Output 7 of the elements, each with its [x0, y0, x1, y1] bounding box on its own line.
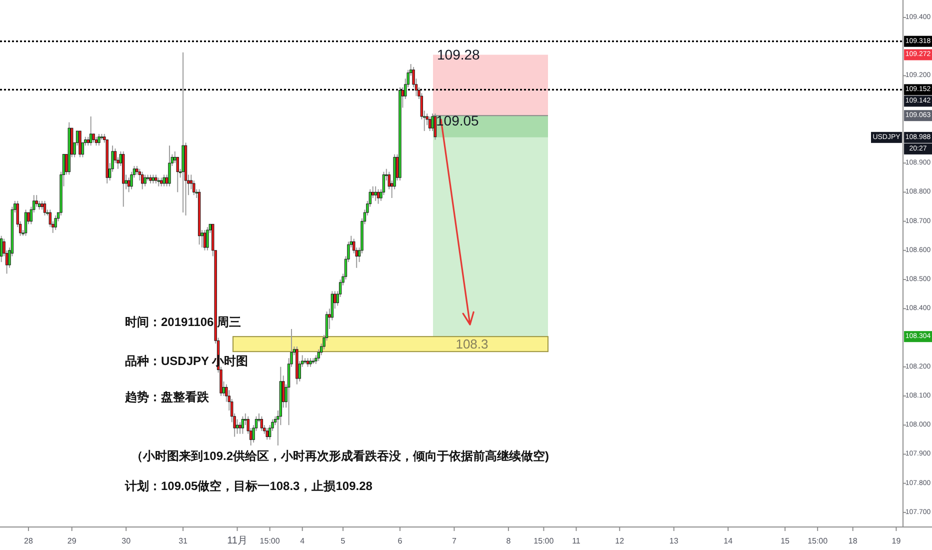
annotation: 109.05	[436, 112, 479, 129]
annotation: （小时图来到109.2供给区，小时再次形成看跌吞没，倾向于依据前高继续做空)	[131, 449, 550, 463]
annotation: 108.3	[456, 336, 488, 352]
annotation: 趋势：盘整看跌	[125, 390, 209, 404]
annotation: 时间：20191106 周三	[125, 315, 242, 329]
annotation: 109.28	[437, 46, 480, 63]
annotation: 计划：109.05做空，目标一108.3，止损109.28	[125, 479, 372, 493]
